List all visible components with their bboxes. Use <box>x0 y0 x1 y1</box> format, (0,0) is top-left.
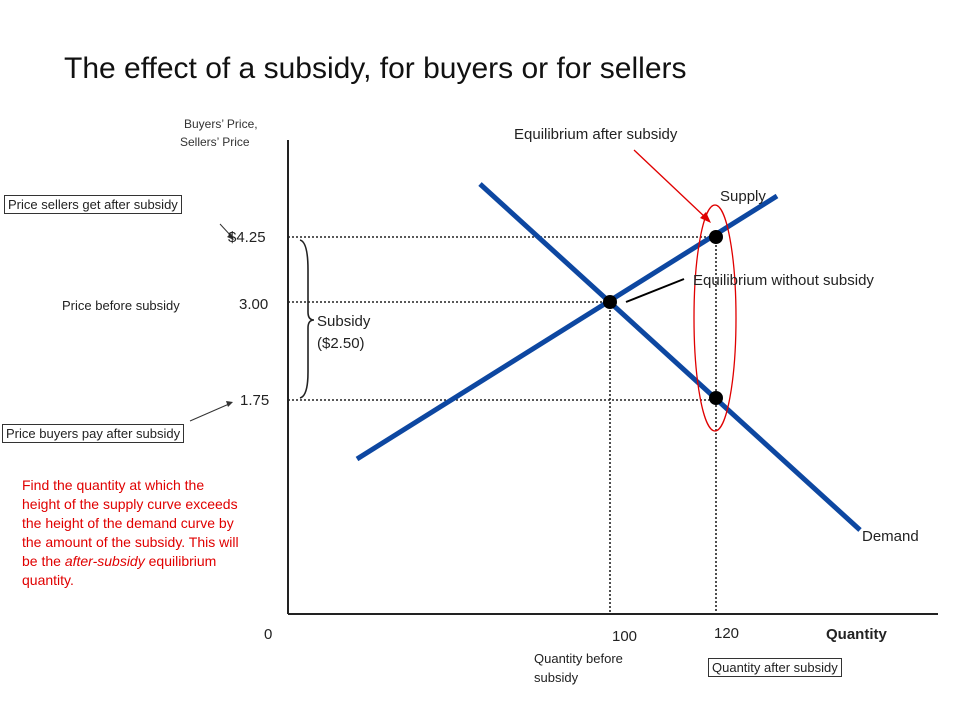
quantity-before-label-line1: Quantity before <box>534 651 623 666</box>
price-buyers-pay-box: Price buyers pay after subsidy <box>2 424 185 443</box>
quantity-after: 120 <box>714 625 740 642</box>
equilibrium-point-before <box>603 295 617 309</box>
equilibrium-after-arrow <box>633 149 707 219</box>
sellers-get-pointer-head <box>227 233 234 240</box>
note-text-part1: Find the quantity at which the height of… <box>22 477 239 569</box>
note-text-part2: equilibrium quantity. <box>22 553 217 588</box>
supply-label: Supply <box>720 188 766 205</box>
subsidy-brace <box>299 239 315 399</box>
explanation-note: Find the quantity at which the height of… <box>22 476 242 590</box>
equilibrium-without-label: Equilibrium without subsidy <box>693 272 874 289</box>
demand-curve <box>478 182 862 532</box>
price-before-subsidy-label: Price before subsidy <box>62 298 180 313</box>
y-axis-label-line1: Buyers’ Price, <box>184 117 258 131</box>
price-after-buyers: 1.75 <box>240 392 270 409</box>
equilibrium-point-sellers <box>709 230 723 244</box>
buyers-pay-pointer <box>189 403 230 422</box>
price-before: 3.00 <box>239 296 269 313</box>
equilibrium-after-arrowhead <box>700 212 711 223</box>
subsidy-label-line2: ($2.50) <box>317 335 365 352</box>
note-text-italic: after-subsidy <box>64 553 145 569</box>
buyers-pay-pointer-head <box>226 401 233 407</box>
subsidy-label-line1: Subsidy <box>317 313 371 330</box>
after-subsidy-ellipse <box>693 204 737 432</box>
quantity-after-subsidy-box: Quantity after subsidy <box>708 658 842 677</box>
origin-label: 0 <box>264 626 273 643</box>
demand-label: Demand <box>862 528 919 545</box>
y-axis-label-line2: Sellers’ Price <box>180 135 250 149</box>
equilibrium-point-buyers <box>709 391 723 405</box>
price-after-sellers: $4.25 <box>228 229 266 246</box>
equilibrium-without-pointer <box>625 278 685 303</box>
page-title: The effect of a subsidy, for buyers or f… <box>64 52 687 85</box>
quantity-before: 100 <box>612 628 638 645</box>
quantity-before-label-line2: subsidy <box>534 670 579 685</box>
equilibrium-after-label: Equilibrium after subsidy <box>514 126 678 143</box>
price-sellers-get-box: Price sellers get after subsidy <box>4 195 182 214</box>
supply-curve <box>355 193 779 462</box>
x-axis-label: Quantity <box>826 626 887 643</box>
